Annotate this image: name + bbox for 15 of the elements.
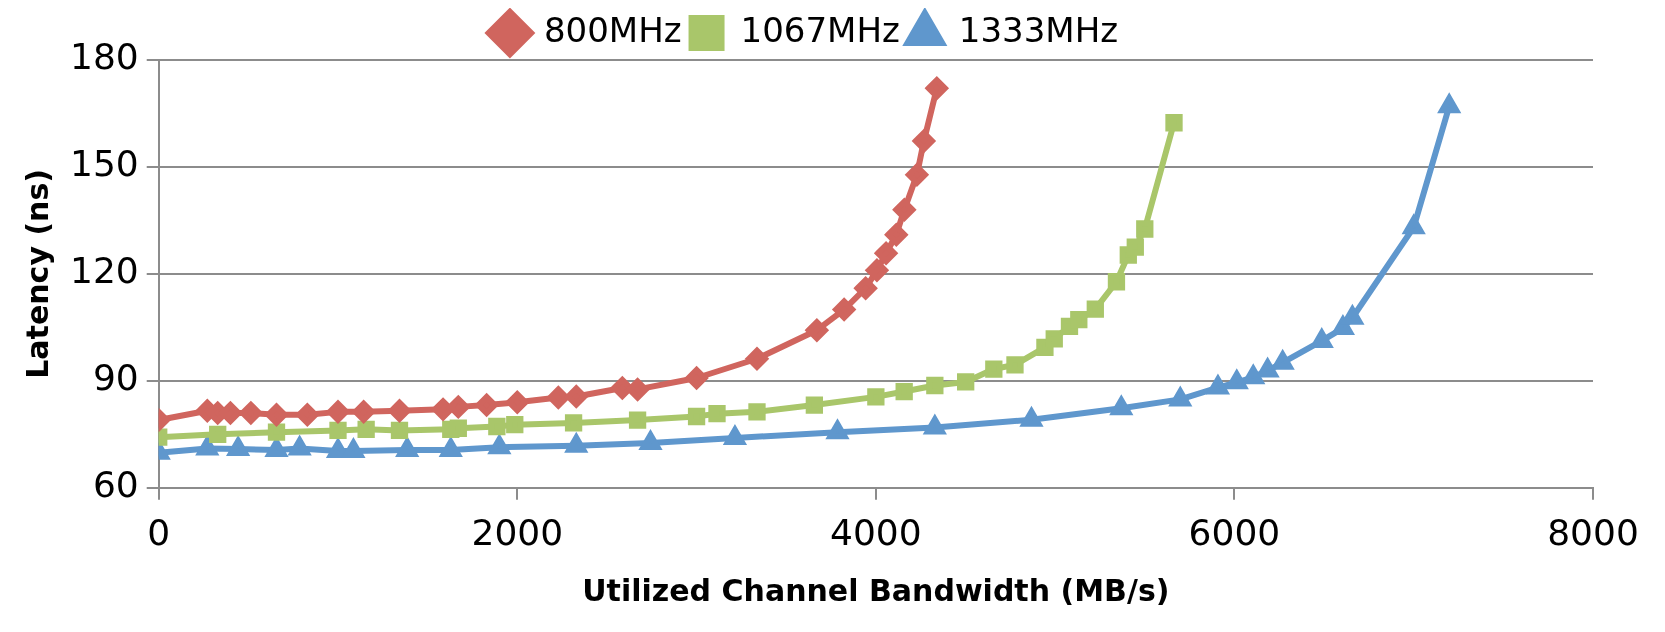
x-axis-title: Utilized Channel Bandwidth (MB/s) — [582, 572, 1170, 608]
x-tick-label: 4000 — [830, 511, 922, 553]
y-axis-title: Latency (ns) — [19, 168, 55, 379]
y-tick-label: 180 — [69, 36, 139, 78]
y-tick-label: 150 — [69, 143, 139, 185]
y-tick-label: 120 — [69, 250, 139, 292]
legend-label: 1333MHz — [958, 9, 1119, 50]
x-tick-label: 0 — [147, 511, 171, 553]
legend-label: 800MHz — [543, 9, 682, 50]
x-tick-label: 6000 — [1188, 511, 1281, 553]
legend-label: 1067MHz — [740, 9, 900, 50]
x-tick-label: 2000 — [471, 511, 564, 553]
y-tick-label: 90 — [92, 357, 139, 399]
y-tick-label: 60 — [92, 464, 139, 506]
x-tick-label: 8000 — [1547, 511, 1639, 553]
